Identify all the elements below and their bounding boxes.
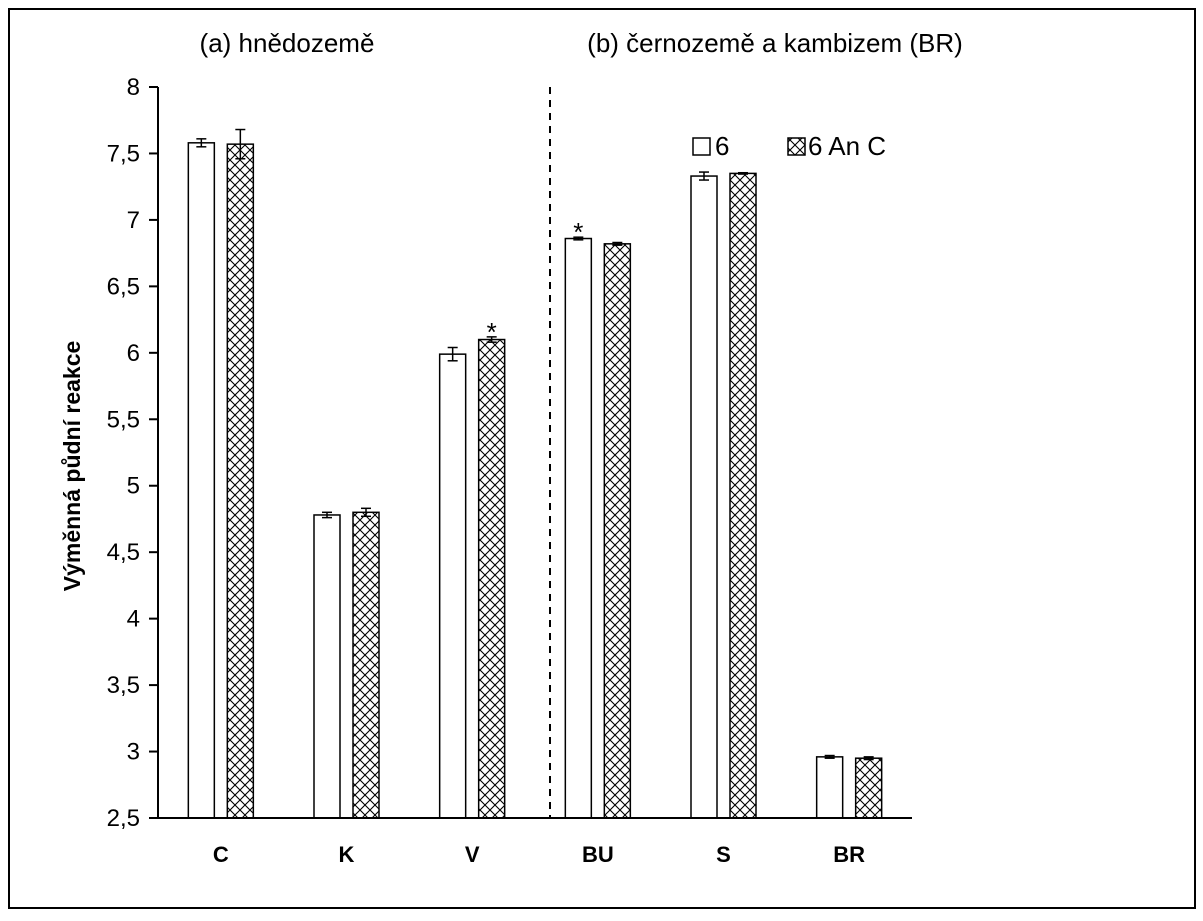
y-axis: 2,5 3 3,5 4 4,5 5 5,5 6 6,5 7 7,5 8 [107, 74, 159, 832]
y-tick-label: 4 [127, 606, 140, 633]
legend-label-6: 6 [715, 131, 729, 161]
bar-k-series-1 [313, 514, 341, 819]
chart-border [8, 8, 1196, 909]
significance-marker: * [487, 317, 497, 347]
y-tick-label: 6,5 [107, 273, 140, 300]
legend-label-6-an-c: 6 An C [808, 131, 886, 161]
x-category-label: S [716, 842, 731, 867]
x-axis-categories: C K V BU S BR [213, 842, 865, 867]
y-tick-label: 5,5 [107, 406, 140, 433]
y-tick-label: 6 [127, 340, 140, 367]
group-title-b: (b) černozemě a kambizem (BR) [587, 28, 963, 58]
bar-bu-series-1 [564, 237, 593, 819]
legend: 6 6 An C [692, 131, 886, 161]
bar-v-series-1 [438, 353, 467, 819]
x-category-label: C [213, 842, 229, 867]
x-category-label: BU [582, 842, 614, 867]
bar-v-series-2 [477, 338, 506, 819]
bar-s-series-1 [690, 175, 718, 819]
bars: ** [158, 128, 912, 819]
x-category-label: V [465, 842, 480, 867]
legend-swatch-6 [692, 137, 711, 156]
bar-c-series-2 [226, 143, 255, 819]
significance-marker: * [573, 217, 583, 247]
x-category-label: K [339, 842, 355, 867]
bar-s-series-2 [729, 172, 757, 819]
bar-k-series-2 [352, 511, 380, 819]
bar-bu-series-2 [603, 243, 632, 819]
y-tick-label: 5 [127, 473, 140, 500]
legend-swatch-6-an-c [787, 137, 806, 156]
group-title-a: (a) hnědozemě [200, 28, 375, 58]
y-tick-label: 2,5 [107, 805, 140, 832]
x-category-label: BR [833, 842, 865, 867]
y-tick-label: 3 [127, 739, 140, 766]
y-tick-label: 7,5 [107, 140, 140, 167]
y-axis-label: Výměnná půdní reakce [59, 341, 85, 592]
y-tick-label: 7 [127, 207, 140, 234]
bar-br-series-1 [815, 756, 844, 819]
bar-br-series-2 [854, 757, 883, 819]
y-tick-label: 8 [127, 74, 140, 101]
bar-c-series-1 [187, 142, 216, 819]
y-tick-label: 3,5 [107, 672, 140, 699]
y-tick-label: 4,5 [107, 539, 140, 566]
